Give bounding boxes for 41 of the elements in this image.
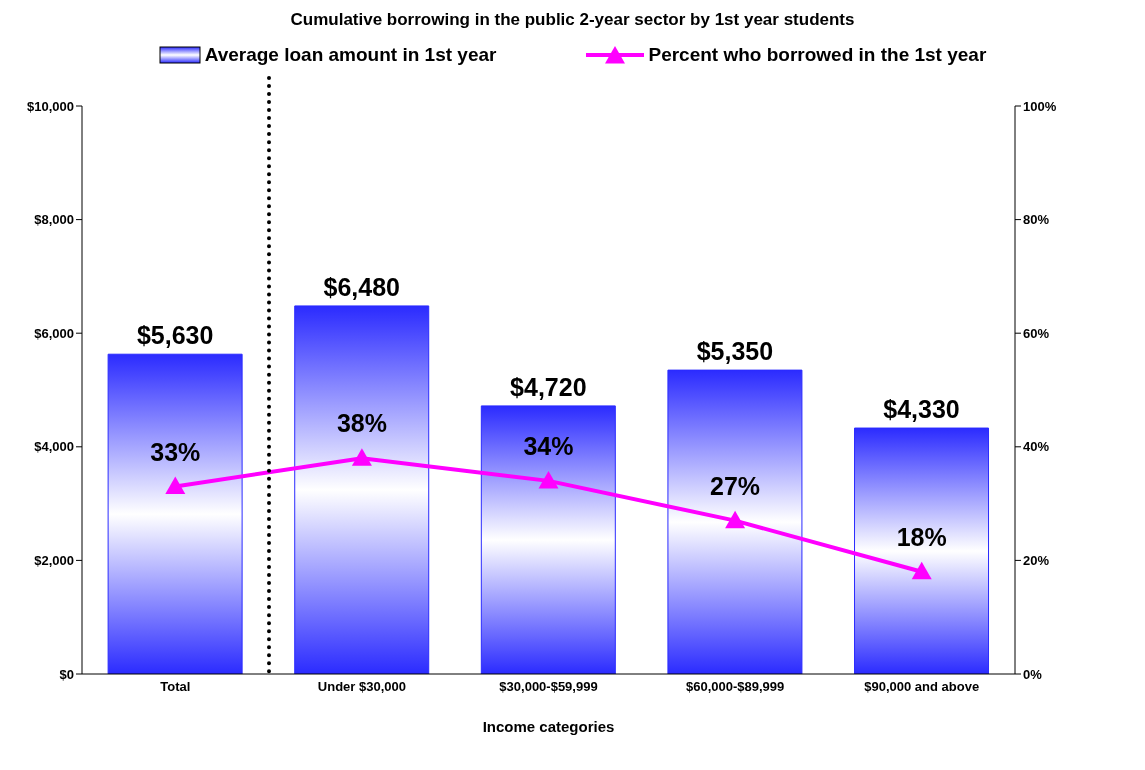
data-label: $6,480: [323, 272, 400, 301]
bar: [107, 353, 243, 674]
y2-tick-label: 60%: [1023, 325, 1050, 341]
point: [911, 561, 932, 580]
x-tick-label: Total: [160, 679, 191, 695]
x-axis-title: Income categories: [482, 718, 615, 735]
legend-label: Percent who borrowed in the 1st year: [648, 44, 987, 66]
x-tick-label: $90,000 and above: [864, 679, 980, 695]
bar: [294, 305, 430, 674]
bar: [480, 405, 616, 674]
y2-tick-label: 100%: [1023, 98, 1057, 114]
point: [538, 470, 559, 489]
y-tick-label: $4,000: [34, 439, 74, 455]
x-tick-label: $30,000-$59,999: [499, 679, 598, 695]
legend-label: Average loan amount in 1st year: [204, 44, 497, 66]
data-label: 33%: [150, 437, 201, 466]
point: [165, 476, 186, 495]
bar: [854, 427, 990, 674]
y2-tick-label: 0%: [1023, 666, 1043, 682]
x-tick-label: $60,000-$89,999: [685, 679, 785, 695]
data-label: 34%: [523, 431, 574, 460]
y-tick-label: $2,000: [34, 553, 74, 569]
y2-tick-label: 20%: [1023, 553, 1050, 569]
y-tick-label: $8,000: [34, 212, 74, 228]
y2-tick-label: 40%: [1023, 439, 1050, 455]
point: [725, 510, 746, 529]
y2-tick-label: 80%: [1023, 212, 1050, 228]
data-label: 18%: [896, 522, 947, 551]
bar: [667, 369, 803, 674]
x-tick-label: Under $30,000: [317, 679, 406, 695]
data-label: $5,350: [696, 337, 774, 366]
data-label: $4,330: [883, 395, 960, 424]
y-tick-label: $10,000: [27, 98, 74, 114]
data-label: $5,630: [136, 321, 214, 350]
data-label: 27%: [710, 471, 761, 500]
data-label: 38%: [336, 409, 387, 438]
chart-title: Cumulative borrowing in the public 2-year sector by 1st year students: [289, 9, 856, 30]
data-label: $4,720: [510, 372, 587, 401]
point: [351, 448, 372, 466]
y-tick-label: $6,000: [34, 325, 74, 341]
y-tick-label: $0: [59, 666, 74, 682]
